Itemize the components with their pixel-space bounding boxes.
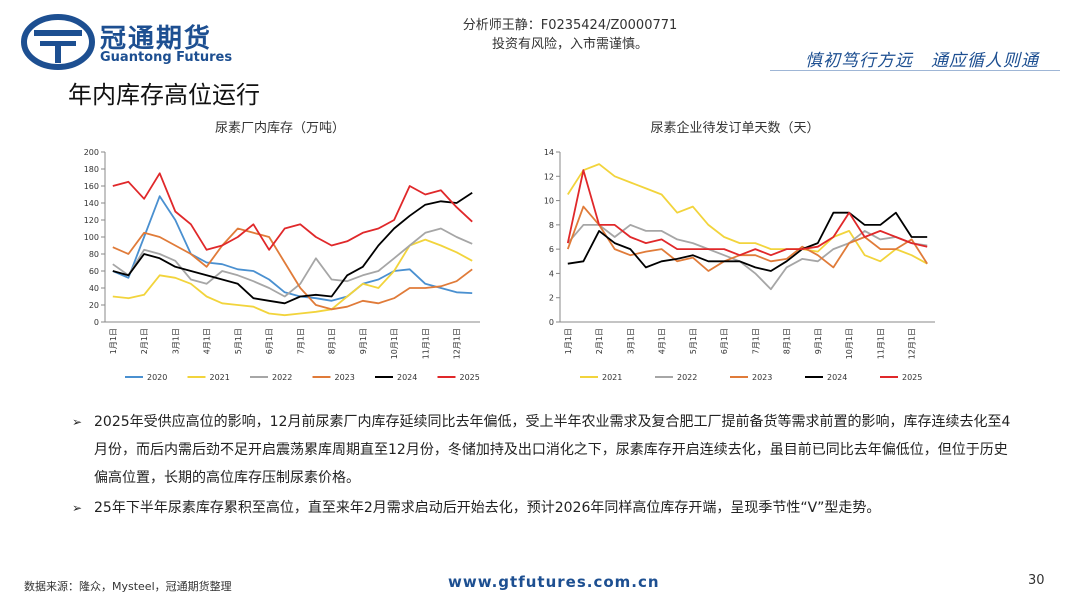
series-line <box>567 163 928 265</box>
series-line <box>112 195 473 302</box>
bullet: 2025年受供应高位的影响，12月前尿素厂内库存延续同比去年偏低，受上半年农业需… <box>72 408 1017 492</box>
x-tick-label: 4月1日 <box>658 328 667 354</box>
x-tick-label: 5月1日 <box>689 328 698 354</box>
x-tick-label: 8月1日 <box>783 328 792 354</box>
y-tick-label: 14 <box>544 148 554 157</box>
x-tick-label: 9月1日 <box>359 328 368 354</box>
y-tick-label: 160 <box>84 182 99 191</box>
x-tick-label: 4月1日 <box>203 328 212 354</box>
y-tick-label: 180 <box>84 165 99 174</box>
x-tick-label: 6月1日 <box>720 328 729 354</box>
x-tick-label: 7月1日 <box>296 328 305 354</box>
y-tick-label: 80 <box>89 250 99 259</box>
x-tick-label: 6月1日 <box>265 328 274 354</box>
y-tick-label: 0 <box>94 318 99 327</box>
y-tick-label: 2 <box>549 294 554 303</box>
page-number: 30 <box>1028 573 1045 588</box>
x-tick-label: 2月1日 <box>140 328 149 354</box>
brand-name-en: Guantong Futures <box>100 50 233 65</box>
chart: 尿素厂内库存（万吨） 0 20 40 60 80 100 120 140 160 180 200 1月1… <box>84 120 480 382</box>
y-tick-label: 12 <box>544 172 554 181</box>
legend-label: 2021 <box>210 373 230 382</box>
legend-label: 2025 <box>902 373 922 382</box>
x-tick-label: 12月1日 <box>908 328 917 359</box>
x-tick-label: 1月1日 <box>109 328 118 354</box>
divider <box>770 70 1060 71</box>
y-tick-label: 200 <box>84 148 99 157</box>
chart-title: 尿素厂内库存（万吨） <box>215 120 345 136</box>
x-tick-label: 8月1日 <box>328 328 337 354</box>
series-line <box>112 227 473 298</box>
y-tick-label: 60 <box>89 267 99 276</box>
series-line <box>112 192 473 305</box>
bullet: 25年下半年尿素库存累积至高位，直至来年2月需求启动后开始去化，预计2026年同… <box>72 494 1017 522</box>
legend-label: 2023 <box>335 373 355 382</box>
series-line <box>566 169 928 257</box>
risk-note: 投资有风险，入市需谨慎。 <box>491 37 648 52</box>
x-tick-label: 3月1日 <box>171 328 180 354</box>
legend-label: 2023 <box>752 373 772 382</box>
y-tick-label: 20 <box>89 301 99 310</box>
legend-label: 2021 <box>602 373 622 382</box>
y-tick-label: 140 <box>84 199 99 208</box>
x-tick-label: 3月1日 <box>626 328 635 354</box>
y-tick-label: 10 <box>544 197 554 206</box>
x-tick-label: 1月1日 <box>564 328 573 354</box>
brand-name: 冠通期货 <box>100 24 213 54</box>
bullet-list: 2025年受供应高位的影响，12月前尿素厂内库存延续同比去年偏低，受上半年农业需… <box>72 408 1017 524</box>
y-tick-label: 8 <box>549 221 554 230</box>
website: www.gtfutures.com.cn <box>448 573 660 591</box>
x-tick-label: 12月1日 <box>453 328 462 359</box>
x-tick-label: 2月1日 <box>595 328 604 354</box>
x-tick-label: 10月1日 <box>390 328 399 359</box>
series-line <box>112 172 473 251</box>
y-tick-label: 4 <box>549 269 554 278</box>
x-tick-label: 5月1日 <box>234 328 243 354</box>
analyst-info: 分析师王静：F0235424/Z0000771 投资有风险，入市需谨慎。 <box>380 16 760 54</box>
legend-label: 2022 <box>272 373 292 382</box>
legend-label: 2024 <box>397 373 417 382</box>
series-line <box>567 211 928 272</box>
x-tick-label: 10月1日 <box>845 328 854 359</box>
series-line <box>112 227 473 311</box>
slogan: 慎初笃行方远 通应循人则通 <box>805 51 1039 71</box>
analyst: 分析师王静：F0235424/Z0000771 <box>462 18 678 33</box>
x-tick-label: 7月1日 <box>751 328 760 354</box>
x-tick-label: 9月1日 <box>814 328 823 354</box>
page-title: 年内库存高位运行 <box>68 81 260 109</box>
legend-label: 2020 <box>147 373 167 382</box>
series-line <box>567 224 928 291</box>
legend-label: 2025 <box>460 373 480 382</box>
data-source: 数据来源：隆众，Mysteel，冠通期货整理 <box>24 580 232 593</box>
y-tick-label: 6 <box>549 245 554 254</box>
chart-title: 尿素企业待发订单天数（天） <box>650 120 819 136</box>
legend-label: 2024 <box>827 373 847 382</box>
legend-label: 2022 <box>677 373 697 382</box>
charts: 尿素厂内库存（万吨）0204060801001201401601802001月1… <box>84 120 935 382</box>
logo <box>21 14 95 70</box>
chart: 尿素企业待发订单天数（天） 0 2 4 6 8 10 12 14 1月1日 2月1日 3月1日 4月1日… <box>544 120 935 382</box>
x-tick-label: 11月1日 <box>421 328 430 359</box>
y-tick-label: 0 <box>549 318 554 327</box>
y-tick-label: 40 <box>89 284 99 293</box>
x-tick-label: 11月1日 <box>876 328 885 359</box>
series-line <box>566 205 928 272</box>
y-tick-label: 100 <box>84 233 99 242</box>
y-tick-label: 120 <box>84 216 99 225</box>
